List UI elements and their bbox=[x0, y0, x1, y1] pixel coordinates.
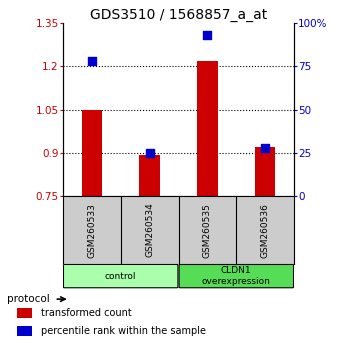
Bar bbox=[197, 61, 218, 196]
Bar bbox=[82, 110, 102, 196]
Text: protocol: protocol bbox=[7, 294, 50, 304]
Point bbox=[262, 145, 268, 151]
Text: GSM260534: GSM260534 bbox=[145, 203, 154, 257]
Text: transformed count: transformed count bbox=[41, 308, 132, 318]
FancyBboxPatch shape bbox=[179, 264, 293, 288]
Text: GSM260533: GSM260533 bbox=[87, 202, 96, 258]
Text: control: control bbox=[105, 272, 136, 281]
Point bbox=[205, 32, 210, 38]
Text: percentile rank within the sample: percentile rank within the sample bbox=[41, 326, 206, 336]
Text: CLDN1
overexpression: CLDN1 overexpression bbox=[202, 267, 271, 286]
Point bbox=[89, 58, 95, 64]
Text: GSM260535: GSM260535 bbox=[203, 202, 212, 258]
Bar bbox=[255, 147, 275, 196]
Point bbox=[147, 150, 152, 156]
Title: GDS3510 / 1568857_a_at: GDS3510 / 1568857_a_at bbox=[90, 8, 267, 22]
FancyBboxPatch shape bbox=[64, 264, 178, 288]
Text: GSM260536: GSM260536 bbox=[261, 202, 270, 258]
Bar bbox=[139, 155, 160, 196]
